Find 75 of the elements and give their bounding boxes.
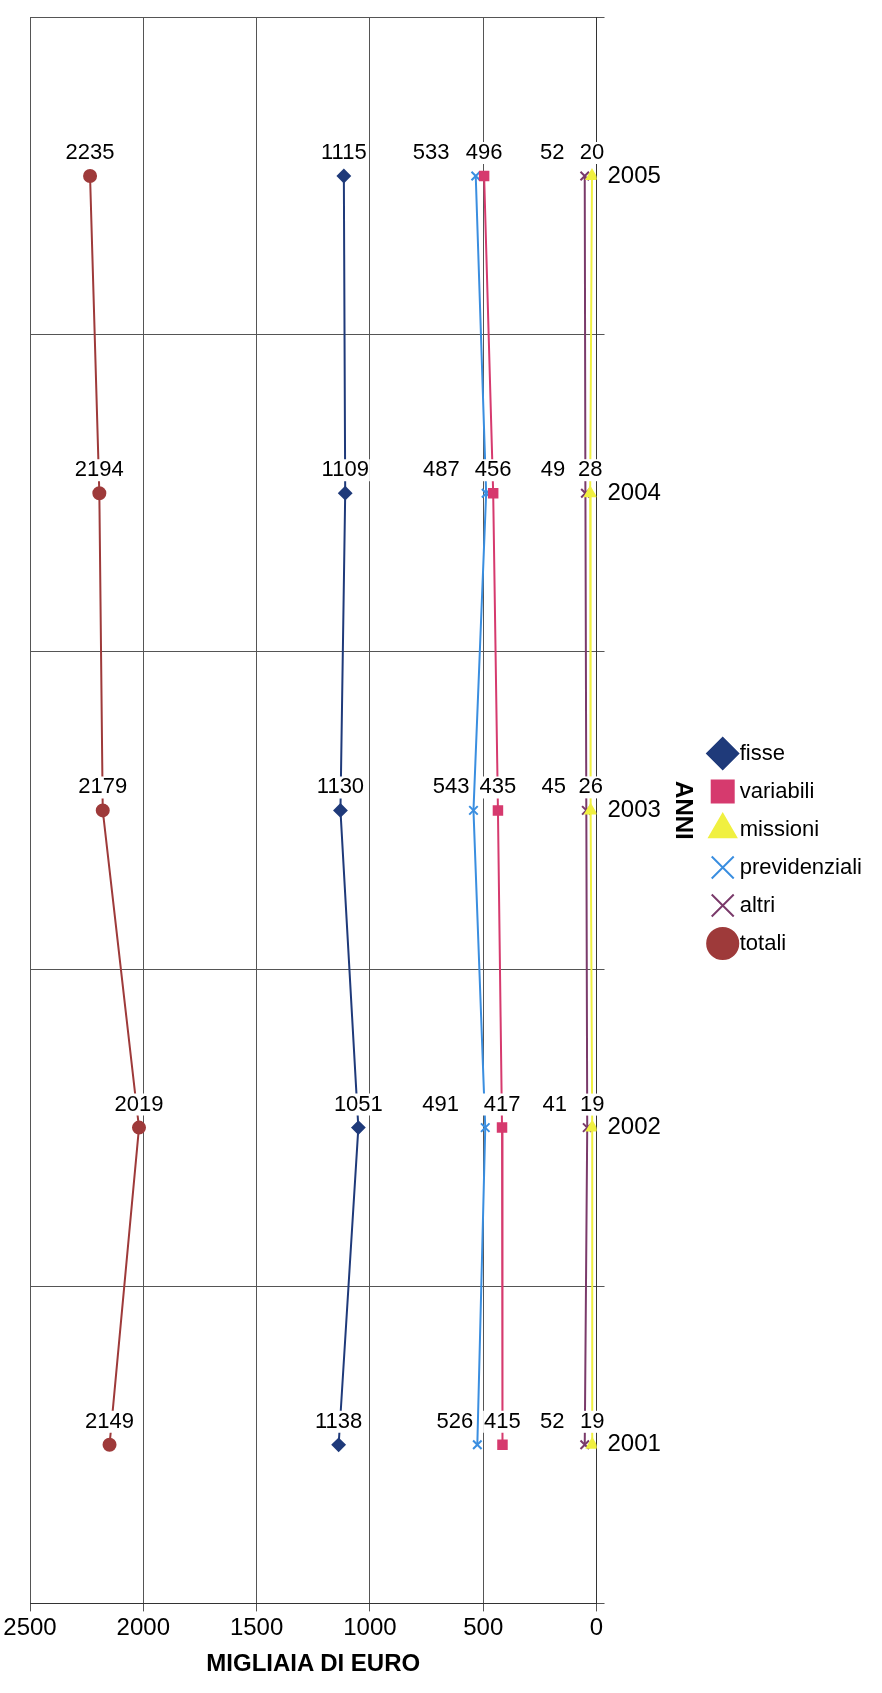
data-label: 526 <box>436 1407 474 1433</box>
legend-label: altri <box>739 891 776 917</box>
x-axis-title: MIGLIAIA DI EURO <box>206 1649 421 1677</box>
y-tick-label: 2004 <box>607 477 661 505</box>
data-label: 2149 <box>85 1407 135 1433</box>
data-label: 417 <box>483 1090 521 1116</box>
x-tick-label: 0 <box>589 1613 604 1641</box>
legend-label: missioni <box>739 815 820 841</box>
data-label: 2019 <box>114 1090 164 1116</box>
y-axis-title: ANNI <box>670 781 698 840</box>
y-tick-label: 2001 <box>607 1429 661 1457</box>
point <box>480 1122 491 1133</box>
point <box>583 486 597 498</box>
point <box>92 486 107 501</box>
x-tick-label: 500 <box>463 1613 504 1641</box>
point <box>336 169 351 183</box>
point <box>496 1122 508 1133</box>
data-label: 487 <box>423 456 460 482</box>
y-tick-label: 2003 <box>607 795 661 823</box>
data-label: 2179 <box>78 773 128 799</box>
point <box>132 1120 146 1135</box>
point <box>585 169 597 180</box>
data-label: 19 <box>579 1090 605 1116</box>
legend-label: fisse <box>739 739 785 765</box>
point <box>478 170 490 182</box>
data-label: 491 <box>422 1090 459 1116</box>
data-label: 533 <box>412 139 450 165</box>
point <box>579 1439 590 1451</box>
point <box>580 487 591 499</box>
data-label: 415 <box>484 1407 521 1433</box>
data-label: 2235 <box>65 139 115 165</box>
legend-label: variabili <box>739 777 815 803</box>
point <box>338 486 353 501</box>
data-label: 41 <box>542 1090 568 1116</box>
legend-label: totali <box>739 929 787 955</box>
point <box>586 1437 597 1449</box>
x-tick-label: 1000 <box>343 1613 397 1641</box>
data-label: 19 <box>579 1407 605 1433</box>
data-label: 1115 <box>321 139 367 165</box>
data-label: 2194 <box>74 456 124 482</box>
point <box>487 487 499 499</box>
point <box>492 805 504 816</box>
data-label: 45 <box>541 773 567 799</box>
data-label: 1138 <box>314 1407 363 1433</box>
data-label: 52 <box>540 139 565 165</box>
point <box>472 1439 483 1451</box>
x-tick-label: 2500 <box>3 1613 57 1641</box>
data-label: 543 <box>432 773 470 799</box>
data-label: 20 <box>579 139 605 165</box>
data-label: 1109 <box>321 456 369 482</box>
x-tick-label: 1500 <box>229 1613 284 1641</box>
point <box>102 1437 117 1452</box>
y-tick-label: 2005 <box>607 160 661 188</box>
point <box>497 1439 508 1451</box>
data-label: 28 <box>577 456 603 482</box>
data-label: 1051 <box>333 1090 383 1116</box>
data-label: 52 <box>540 1407 565 1433</box>
point <box>351 1120 366 1135</box>
point <box>468 805 479 816</box>
point <box>333 803 348 818</box>
point <box>331 1437 346 1452</box>
data-label: 26 <box>578 773 603 799</box>
y-tick-label: 2002 <box>607 1112 661 1140</box>
point <box>579 170 590 182</box>
data-label: 456 <box>474 456 512 482</box>
x-tick-label: 2000 <box>116 1613 170 1641</box>
data-label: 496 <box>465 139 503 165</box>
point <box>95 803 110 818</box>
point <box>586 1120 597 1132</box>
point <box>83 169 98 183</box>
legend-label: previdenziali <box>739 853 863 879</box>
data-label: 435 <box>479 773 517 799</box>
point <box>584 803 597 815</box>
data-label: 49 <box>540 456 566 482</box>
data-label: 1130 <box>316 773 365 799</box>
